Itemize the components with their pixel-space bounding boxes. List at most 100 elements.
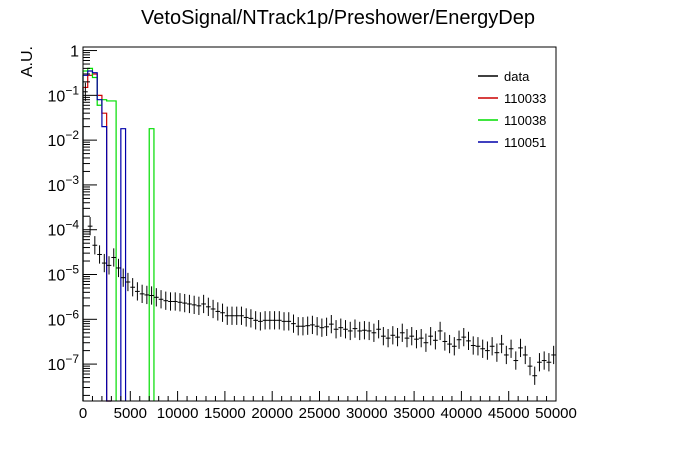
data-point — [352, 319, 358, 338]
data-point — [253, 311, 259, 330]
data-point — [390, 326, 396, 345]
data-point — [243, 308, 249, 327]
data-point — [328, 314, 334, 334]
data-point — [404, 328, 410, 348]
data-point — [239, 306, 244, 325]
data-point — [380, 327, 386, 346]
data-point — [470, 336, 476, 355]
data-point — [423, 333, 429, 352]
data-point — [168, 292, 173, 311]
series-110051 — [82, 70, 127, 402]
data-point — [385, 328, 391, 348]
data-point — [224, 306, 230, 325]
data-point — [433, 331, 438, 350]
data-point — [418, 328, 424, 348]
data-point — [437, 321, 443, 341]
data-point — [395, 327, 400, 347]
y-tick-label: 10−7 — [48, 352, 80, 374]
data-point — [489, 337, 495, 356]
x-tick-label: 40000 — [441, 405, 483, 422]
data-point — [376, 320, 381, 339]
data-point — [551, 345, 556, 365]
data-point — [101, 253, 107, 273]
x-tick-label: 10000 — [157, 405, 199, 422]
data-point — [532, 366, 538, 385]
data-point — [409, 327, 415, 346]
data-point — [201, 294, 206, 314]
data-point — [324, 317, 329, 336]
x-tick-label: 15000 — [204, 405, 246, 422]
data-point — [518, 338, 523, 358]
data-point — [537, 353, 542, 372]
data-point — [508, 339, 514, 358]
x-tick-label: 35000 — [393, 405, 435, 422]
data-point — [135, 282, 140, 301]
legend-entry: 110033 — [478, 91, 546, 106]
legend-label: 110033 — [504, 91, 546, 106]
plot-frame — [83, 47, 556, 401]
legend-label: data — [504, 69, 530, 84]
data-point — [503, 345, 509, 365]
data-point — [125, 272, 131, 292]
data-point — [106, 256, 112, 275]
legend-entry: data — [478, 69, 530, 84]
data-point — [442, 332, 448, 351]
data-point — [546, 353, 552, 372]
data-point — [475, 337, 481, 356]
data-point — [480, 339, 486, 358]
data-point — [234, 306, 240, 325]
data-point — [187, 294, 192, 314]
data-point — [120, 268, 126, 287]
data-point — [485, 341, 490, 360]
data-point — [428, 327, 434, 346]
y-axis-label: A.U. — [19, 46, 36, 77]
data-point — [527, 357, 533, 376]
x-tick-label: 0 — [79, 405, 87, 422]
data-point — [258, 312, 263, 331]
legend-label: 110038 — [504, 113, 546, 128]
data-point — [314, 317, 320, 336]
data-point — [267, 311, 273, 330]
y-tick-label: 10−3 — [48, 173, 80, 195]
data-point — [414, 330, 419, 349]
legend-entry: 110051 — [478, 135, 546, 150]
legend-label: 110051 — [504, 135, 546, 150]
data-point — [295, 317, 301, 336]
y-tick-label: 10−5 — [48, 263, 80, 285]
data-point — [466, 331, 471, 351]
data-point — [338, 318, 344, 337]
data-point — [139, 284, 145, 303]
data-point — [456, 330, 462, 349]
y-tick-label: 1 — [70, 44, 79, 61]
x-tick-label: 30000 — [346, 405, 388, 422]
data-point — [210, 299, 216, 319]
data-point — [281, 312, 287, 331]
data-point — [205, 297, 211, 316]
data-point — [220, 303, 225, 322]
data-point — [182, 293, 188, 313]
y-tick-label: 10−4 — [48, 218, 80, 240]
data-point — [319, 318, 325, 337]
data-point — [343, 320, 348, 339]
data-point — [177, 293, 183, 312]
data-point — [305, 316, 311, 335]
data-point — [541, 351, 547, 370]
data-point — [215, 302, 221, 321]
data-point — [111, 248, 117, 267]
data-point — [362, 321, 367, 340]
data-point — [248, 309, 254, 328]
data-point — [229, 306, 235, 325]
series-110051-outline — [82, 70, 127, 402]
data-point — [163, 291, 169, 310]
data-point — [286, 312, 292, 331]
data-point — [272, 311, 277, 330]
x-tick-label: 20000 — [251, 405, 293, 422]
data-point — [116, 258, 121, 278]
data-point — [291, 314, 296, 333]
data-point — [371, 323, 377, 342]
data-point — [447, 334, 452, 354]
data-point — [461, 327, 467, 347]
x-tick-label: 5000 — [114, 405, 147, 422]
x-tick-label: 50000 — [535, 405, 577, 422]
